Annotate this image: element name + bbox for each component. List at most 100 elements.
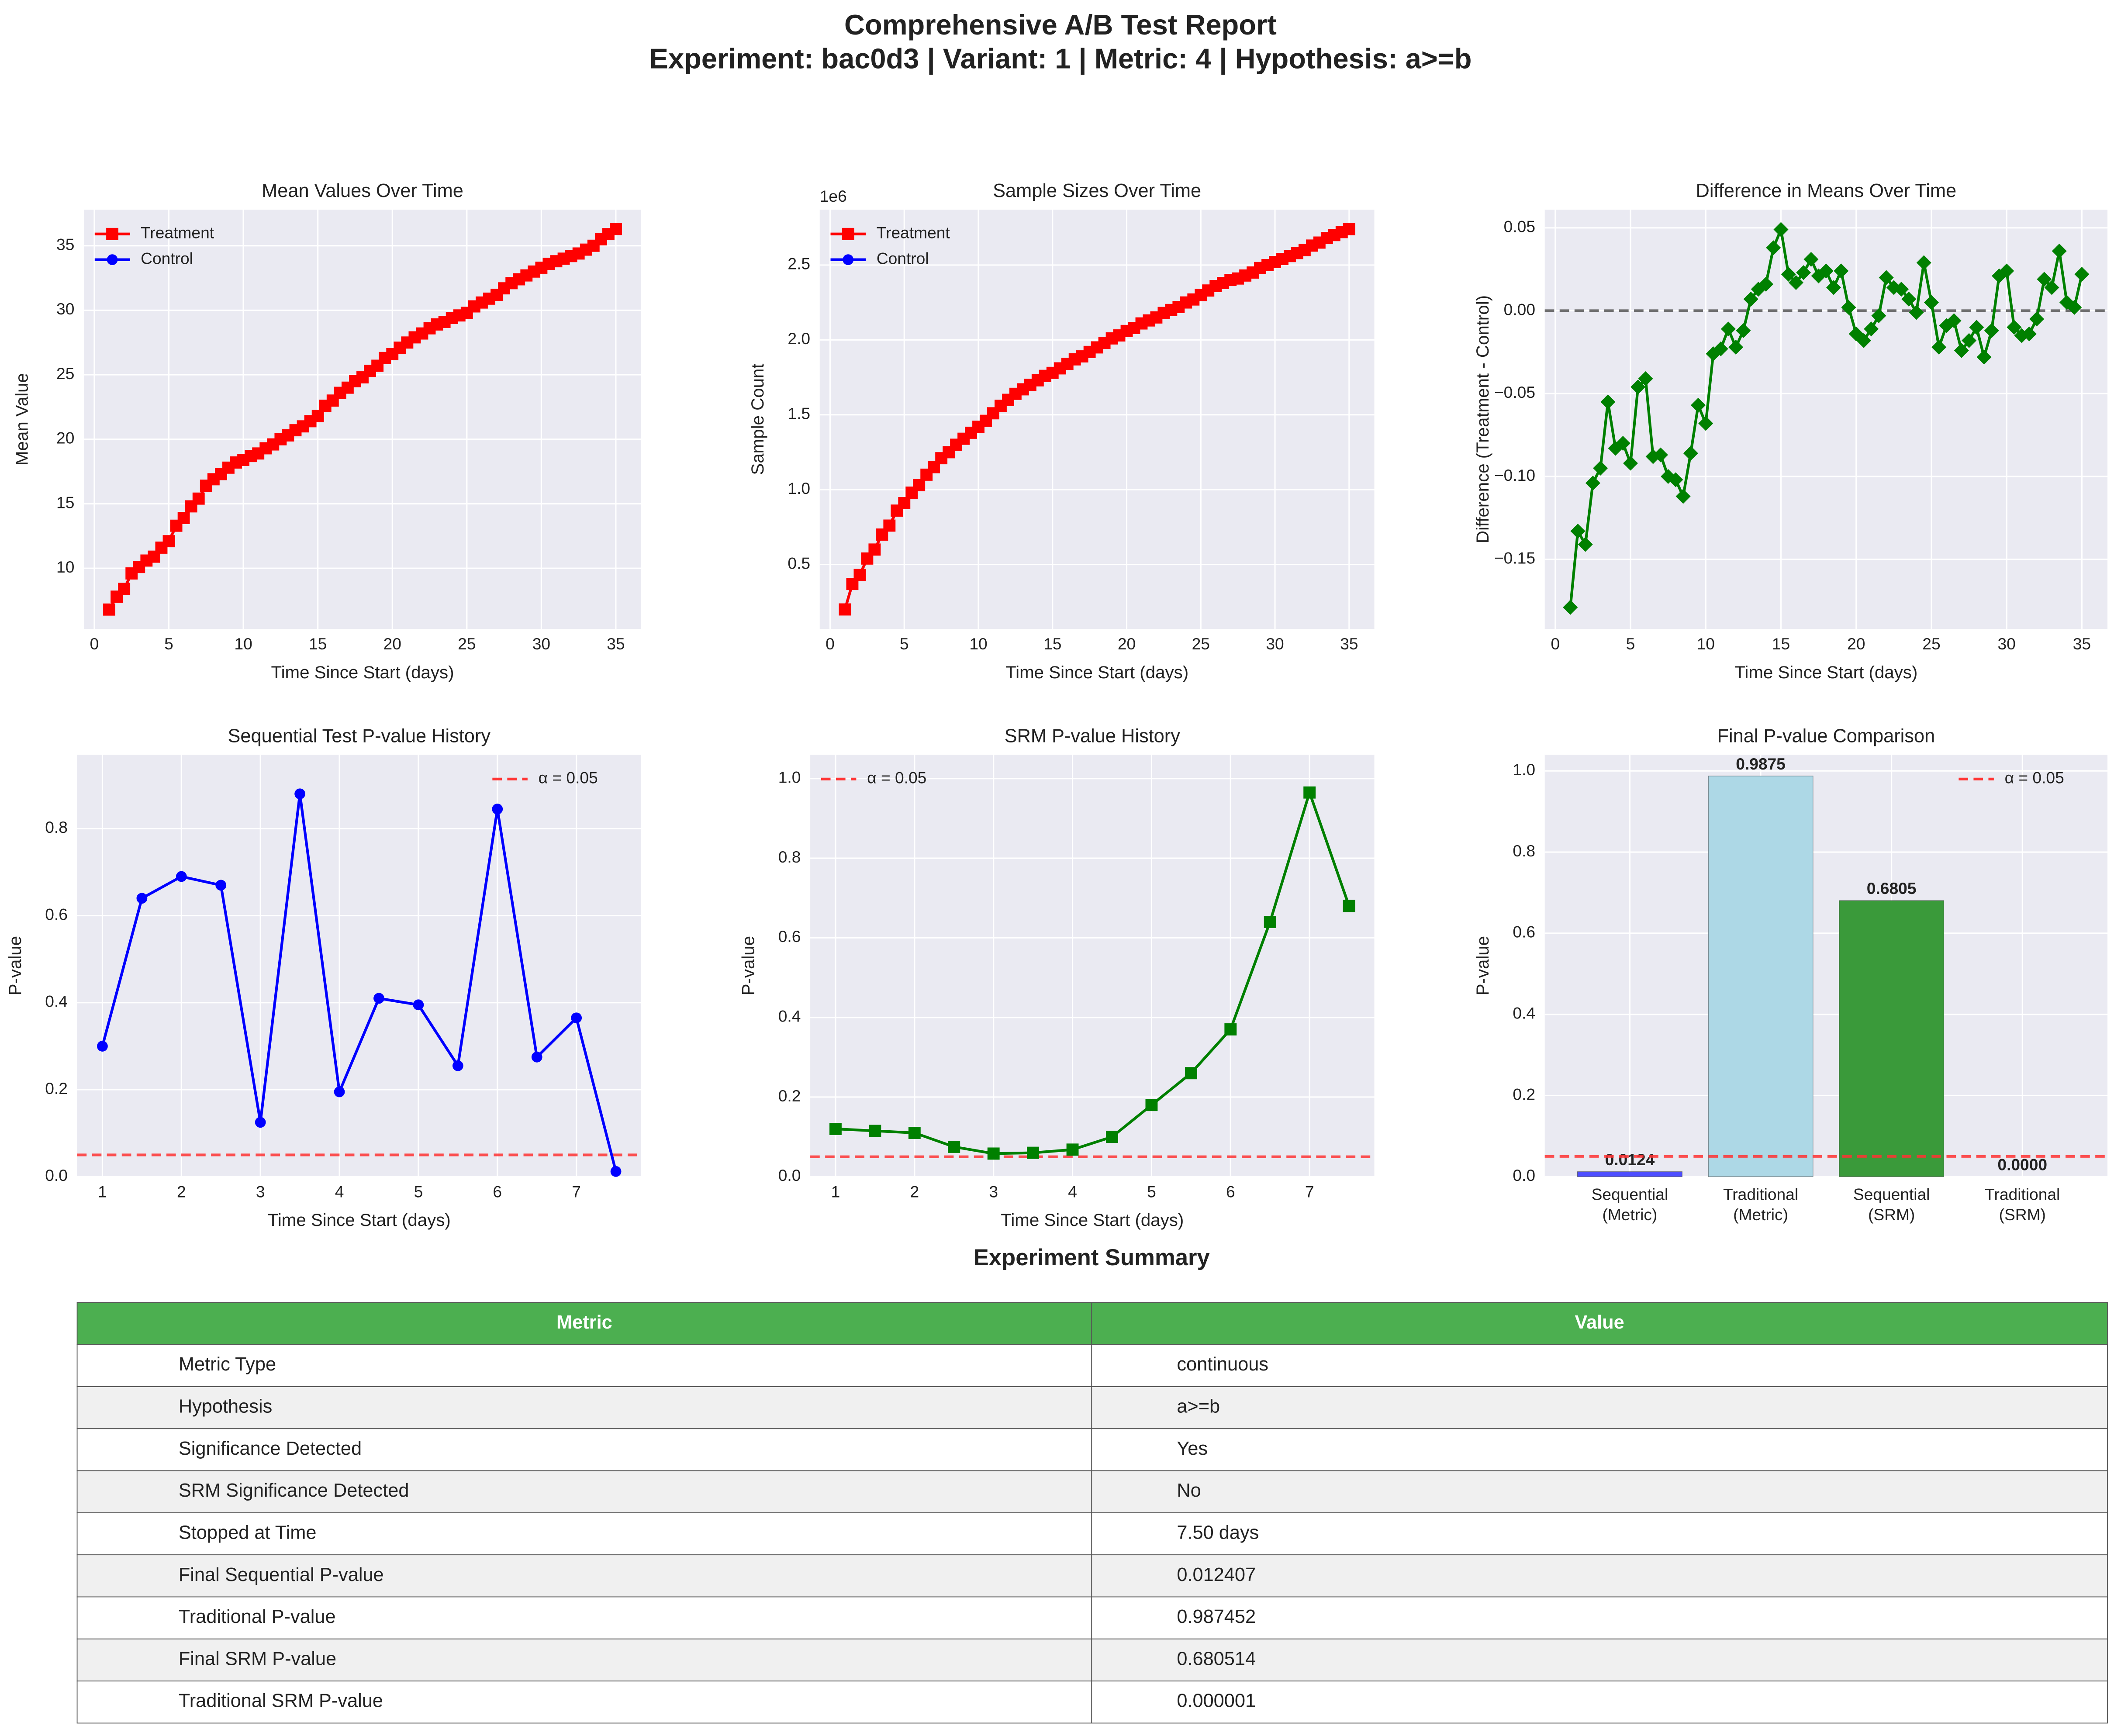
- y-tick-label: 0.8: [45, 818, 68, 836]
- marker: [2052, 243, 2067, 259]
- plot-area: [1544, 755, 2107, 1177]
- table-header-cell: Value: [1575, 1312, 1624, 1333]
- x-tick-label: 5: [414, 1182, 423, 1201]
- y-tick-label: 0.6: [1513, 923, 1535, 941]
- x-tick-label: 2: [177, 1182, 186, 1201]
- marker: [1962, 333, 1977, 348]
- marker: [1946, 313, 1962, 328]
- marker: [913, 479, 926, 491]
- chart-title: SRM P-value History: [1005, 725, 1181, 746]
- marker: [1916, 255, 1931, 270]
- x-axis-label: Time Since Start (days): [268, 1210, 451, 1230]
- x-tick-label: 6: [1226, 1182, 1235, 1201]
- table-cell: Stopped at Time: [179, 1522, 317, 1543]
- table-cell: Final Sequential P-value: [179, 1564, 384, 1585]
- y-tick-label: 20: [56, 429, 74, 447]
- marker: [492, 804, 503, 815]
- marker: [1864, 321, 1879, 337]
- y-tick-label: 35: [56, 235, 74, 254]
- y-tick-label: 0.4: [778, 1007, 801, 1025]
- x-tick-label: 30: [532, 635, 550, 653]
- plot-area: [819, 210, 1375, 629]
- marker: [1894, 282, 1909, 297]
- marker: [868, 543, 881, 556]
- y-axis-label: P-value: [5, 936, 25, 995]
- plot-area: [810, 755, 1375, 1177]
- table-cell: 0.680514: [1177, 1648, 1256, 1669]
- legend-label: α = 0.05: [539, 769, 598, 787]
- marker: [842, 228, 854, 240]
- x-tick-label: 6: [493, 1182, 502, 1201]
- table-row: [76, 1428, 2108, 1471]
- marker: [829, 1122, 842, 1135]
- x-tick-label: 30: [1266, 635, 1284, 653]
- marker: [2037, 272, 2052, 287]
- x-tick-label: 4: [1068, 1182, 1077, 1201]
- marker: [215, 880, 227, 891]
- y-tick-label: −0.05: [1494, 383, 1535, 401]
- marker: [1999, 263, 2014, 279]
- marker: [177, 512, 190, 524]
- marker: [853, 569, 866, 581]
- y-axis-label: P-value: [1473, 936, 1492, 995]
- x-tick-label: 5: [900, 635, 909, 653]
- x-axis-label: Time Since Start (days): [1734, 663, 1917, 682]
- table-cell: SRM Significance Detected: [179, 1480, 409, 1501]
- x-tick-label: Sequential (Metric): [1592, 1185, 1668, 1223]
- legend-label: α = 0.05: [867, 769, 926, 787]
- marker: [1343, 900, 1355, 912]
- bar: [1577, 1171, 1682, 1177]
- chart-title: Final P-value Comparison: [1717, 725, 1935, 746]
- marker: [176, 871, 187, 882]
- x-tick-label: 7: [572, 1182, 581, 1201]
- series-line: [101, 794, 618, 1172]
- marker: [1668, 472, 1683, 487]
- marker: [1630, 380, 1646, 395]
- marker: [373, 993, 384, 1004]
- marker: [1264, 915, 1276, 928]
- y-tick-label: 10: [56, 558, 74, 576]
- marker: [1781, 266, 1796, 282]
- x-tick-label: 20: [383, 635, 401, 653]
- x-tick-label: 10: [1697, 635, 1715, 653]
- x-tick-label: 5: [1626, 635, 1635, 653]
- x-tick-label: 35: [2073, 635, 2091, 653]
- marker: [452, 1060, 463, 1071]
- y-tick-label: 2.5: [788, 255, 810, 273]
- marker: [1841, 300, 1856, 315]
- marker: [1653, 447, 1668, 462]
- marker: [1303, 786, 1316, 799]
- y-tick-label: −0.15: [1494, 549, 1535, 567]
- chart-title: Difference in Means Over Time: [1696, 180, 1957, 201]
- x-tick-label: 5: [164, 635, 173, 653]
- marker: [97, 1041, 108, 1052]
- x-tick-label: 10: [969, 635, 987, 653]
- table-row: [76, 1344, 2108, 1387]
- table-cell: 0.012407: [1177, 1564, 1256, 1585]
- marker: [2014, 328, 2029, 343]
- table-cell: Traditional SRM P-value: [179, 1691, 383, 1712]
- x-tick-label: 30: [1998, 635, 2016, 653]
- x-tick-label: 7: [1305, 1182, 1314, 1201]
- y-tick-label: 1.0: [1513, 760, 1535, 779]
- bar-value-label: 0.6805: [1867, 879, 1917, 897]
- x-tick-label: Traditional (Metric): [1723, 1185, 1798, 1223]
- chart-title: Sequential Test P-value History: [228, 725, 491, 746]
- marker: [1675, 489, 1691, 504]
- marker: [1758, 276, 1774, 292]
- x-tick-label: 20: [1847, 635, 1865, 653]
- chart-panel: Difference in Means Over Time Difference …: [1473, 180, 2107, 682]
- marker: [1691, 397, 1706, 413]
- y-tick-label: 0.0: [1513, 1166, 1535, 1184]
- marker: [1106, 1131, 1118, 1143]
- report-subtitle: Experiment: bac0d3 | Variant: 1 | Metric…: [649, 43, 1472, 75]
- table-row: [76, 1554, 2108, 1598]
- marker: [311, 410, 324, 422]
- x-tick-label: 25: [1922, 635, 1940, 653]
- marker: [1773, 222, 1789, 237]
- marker: [1766, 240, 1781, 255]
- y-tick-label: 0.6: [778, 927, 801, 946]
- x-tick-label: 35: [607, 635, 625, 653]
- marker: [103, 603, 115, 616]
